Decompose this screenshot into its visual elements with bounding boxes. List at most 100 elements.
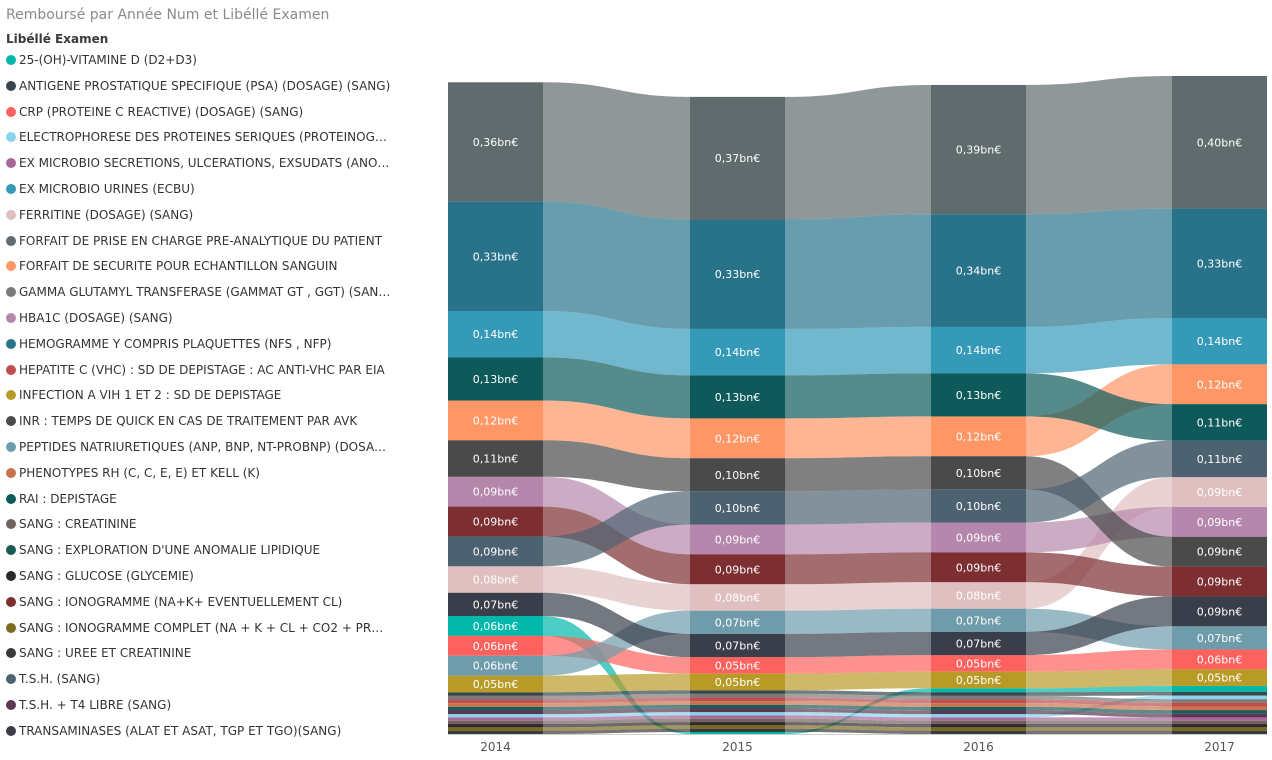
ribbon-band[interactable]: [785, 489, 931, 525]
bar-segment[interactable]: [690, 524, 785, 555]
legend-item[interactable]: HEPATITE C (VHC) : SD DE DEPISTAGE : AC …: [6, 360, 385, 380]
bar-segment[interactable]: [690, 704, 785, 709]
ribbon-band[interactable]: [543, 725, 690, 731]
legend-item[interactable]: HBA1C (DOSAGE) (SANG): [6, 308, 173, 328]
bar-segment[interactable]: [931, 717, 1026, 721]
ribbon-band[interactable]: [785, 671, 931, 691]
ribbon-band[interactable]: [785, 326, 931, 376]
bar-segment[interactable]: [1172, 702, 1267, 707]
bar-segment[interactable]: [690, 693, 785, 698]
bar-segment[interactable]: [1172, 685, 1267, 692]
bar-segment[interactable]: [931, 655, 1026, 672]
ribbon-band[interactable]: [543, 566, 690, 611]
legend-item[interactable]: INFECTION A VIH 1 ET 2 : SD DE DEPISTAGE: [6, 385, 281, 405]
ribbon-band[interactable]: [785, 582, 931, 611]
ribbon-band[interactable]: [543, 728, 690, 734]
ribbon-band[interactable]: [785, 718, 931, 725]
bar-segment[interactable]: [448, 357, 543, 401]
bar-segment[interactable]: [1172, 699, 1267, 703]
ribbon-band[interactable]: [785, 456, 931, 492]
legend-item[interactable]: CRP (PROTEINE C REACTIVE) (DOSAGE) (SANG…: [6, 102, 303, 122]
bar-segment[interactable]: [448, 710, 543, 715]
bar-segment[interactable]: [1172, 536, 1267, 567]
bar-segment[interactable]: [690, 375, 785, 419]
bar-segment[interactable]: [1172, 724, 1267, 728]
bar-segment[interactable]: [931, 608, 1026, 632]
ribbon-band[interactable]: [785, 655, 931, 674]
bar-segment[interactable]: [931, 730, 1026, 734]
ribbon-band[interactable]: [543, 440, 690, 492]
bar-segment[interactable]: [690, 725, 785, 729]
bar-segment[interactable]: [690, 418, 785, 459]
ribbon-band[interactable]: [1026, 208, 1172, 327]
ribbon-band[interactable]: [785, 722, 931, 728]
bar-segment[interactable]: [1172, 477, 1267, 507]
legend-item[interactable]: GAMMA GLUTAMYL TRANSFERASE (GAMMAT GT , …: [6, 282, 391, 302]
ribbon-band[interactable]: [1026, 649, 1172, 672]
bar-segment[interactable]: [1172, 717, 1267, 721]
bar-segment[interactable]: [690, 701, 785, 705]
ribbon-band[interactable]: [543, 82, 690, 220]
bar-segment[interactable]: [1172, 404, 1267, 441]
legend-item[interactable]: HEMOGRAMME Y COMPRIS PLAQUETTES (NFS , N…: [6, 334, 331, 354]
ribbon-band[interactable]: [543, 357, 690, 419]
bar-segment[interactable]: [448, 675, 543, 693]
ribbon-band[interactable]: [1026, 695, 1172, 703]
ribbon-band[interactable]: [1026, 699, 1172, 707]
bar-segment[interactable]: [448, 615, 543, 636]
ribbon-band[interactable]: [1026, 373, 1172, 441]
bar-segment[interactable]: [1172, 649, 1267, 670]
ribbon-band[interactable]: [1026, 596, 1172, 656]
ribbon-band[interactable]: [543, 400, 690, 459]
bar-segment[interactable]: [931, 724, 1026, 728]
ribbon-band[interactable]: [1026, 456, 1172, 567]
bar-segment[interactable]: [1172, 566, 1267, 597]
bar-segment[interactable]: [931, 489, 1026, 523]
bar-segment[interactable]: [1172, 720, 1267, 725]
bar-segment[interactable]: [690, 697, 785, 702]
bar-segment[interactable]: [1172, 691, 1267, 696]
ribbon-band[interactable]: [1026, 730, 1172, 734]
legend-item[interactable]: 25-(OH)-VITAMINE D (D2+D3): [6, 50, 197, 70]
bar-segment[interactable]: [448, 724, 543, 728]
ribbon-band[interactable]: [1026, 685, 1172, 693]
ribbon-band[interactable]: [543, 715, 690, 721]
legend-item[interactable]: EX MICROBIO SECRETIONS, ULCERATIONS, EXS…: [6, 153, 391, 173]
bar-segment[interactable]: [448, 699, 543, 704]
ribbon-band[interactable]: [785, 416, 931, 459]
legend-item[interactable]: SANG : GLUCOSE (GLYCEMIE): [6, 566, 194, 586]
bar-segment[interactable]: [448, 730, 543, 734]
ribbon-band[interactable]: [785, 608, 931, 634]
bar-segment[interactable]: [690, 491, 785, 525]
bar-segment[interactable]: [931, 326, 1026, 374]
ribbon-band[interactable]: [1026, 552, 1172, 597]
ribbon-band[interactable]: [785, 715, 931, 721]
ribbon-band[interactable]: [785, 373, 931, 419]
bar-segment[interactable]: [1172, 730, 1267, 734]
bar-segment[interactable]: [1172, 317, 1267, 365]
legend-item[interactable]: ELECTROPHORESE DES PROTEINES SERIQUES (P…: [6, 127, 391, 147]
ribbon-band[interactable]: [1026, 727, 1172, 731]
ribbon-band[interactable]: [543, 722, 690, 728]
legend-item[interactable]: SANG : IONOGRAMME COMPLET (NA + K + CL +…: [6, 618, 391, 638]
bar-segment[interactable]: [1172, 695, 1267, 700]
bar-segment[interactable]: [448, 201, 543, 312]
ribbon-band[interactable]: [1026, 724, 1172, 728]
bar-segment[interactable]: [931, 214, 1026, 327]
ribbon-band[interactable]: [543, 610, 690, 676]
bar-segment[interactable]: [1172, 669, 1267, 686]
ribbon-band[interactable]: [543, 718, 690, 725]
ribbon-band[interactable]: [785, 701, 931, 707]
bar-segment[interactable]: [931, 720, 1026, 725]
legend-item[interactable]: ANTIGENE PROSTATIQUE SPECIFIQUE (PSA) (D…: [6, 76, 390, 96]
ribbon-band[interactable]: [785, 712, 931, 718]
ribbon-band[interactable]: [543, 712, 690, 718]
bar-segment[interactable]: [448, 635, 543, 656]
bar-segment[interactable]: [931, 703, 1026, 707]
ribbon-band[interactable]: [785, 84, 931, 220]
legend-item[interactable]: FORFAIT DE PRISE EN CHARGE PRE-ANALYTIQU…: [6, 231, 382, 251]
ribbon-band[interactable]: [1026, 710, 1172, 718]
ribbon-band[interactable]: [785, 697, 931, 704]
ribbon-band[interactable]: [543, 701, 690, 707]
legend-item[interactable]: FORFAIT DE SECURITE POUR ECHANTILLON SAN…: [6, 256, 337, 276]
